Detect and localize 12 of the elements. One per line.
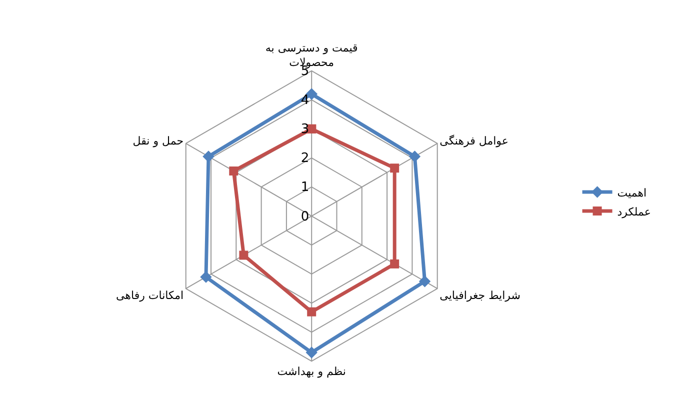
spoke-label: شرایط جغرافیایی	[440, 288, 520, 302]
y-tick-label: 1	[300, 180, 310, 196]
legend-label: عملکرد	[617, 205, 651, 218]
spoke-label: حمل و نقل	[132, 134, 184, 148]
y-tick-label: 2	[300, 151, 310, 166]
y-tick-label: 4	[300, 93, 310, 108]
spoke-label: نظم و بهداشت	[277, 364, 346, 378]
legend-label: اهمیت	[617, 186, 647, 200]
y-tick-label: 0	[300, 209, 310, 224]
y-tick-label: 3	[300, 122, 310, 138]
spoke-label: عوامل فرهنگی	[440, 134, 508, 148]
spoke-label: امکانات رفاهی	[116, 288, 184, 302]
